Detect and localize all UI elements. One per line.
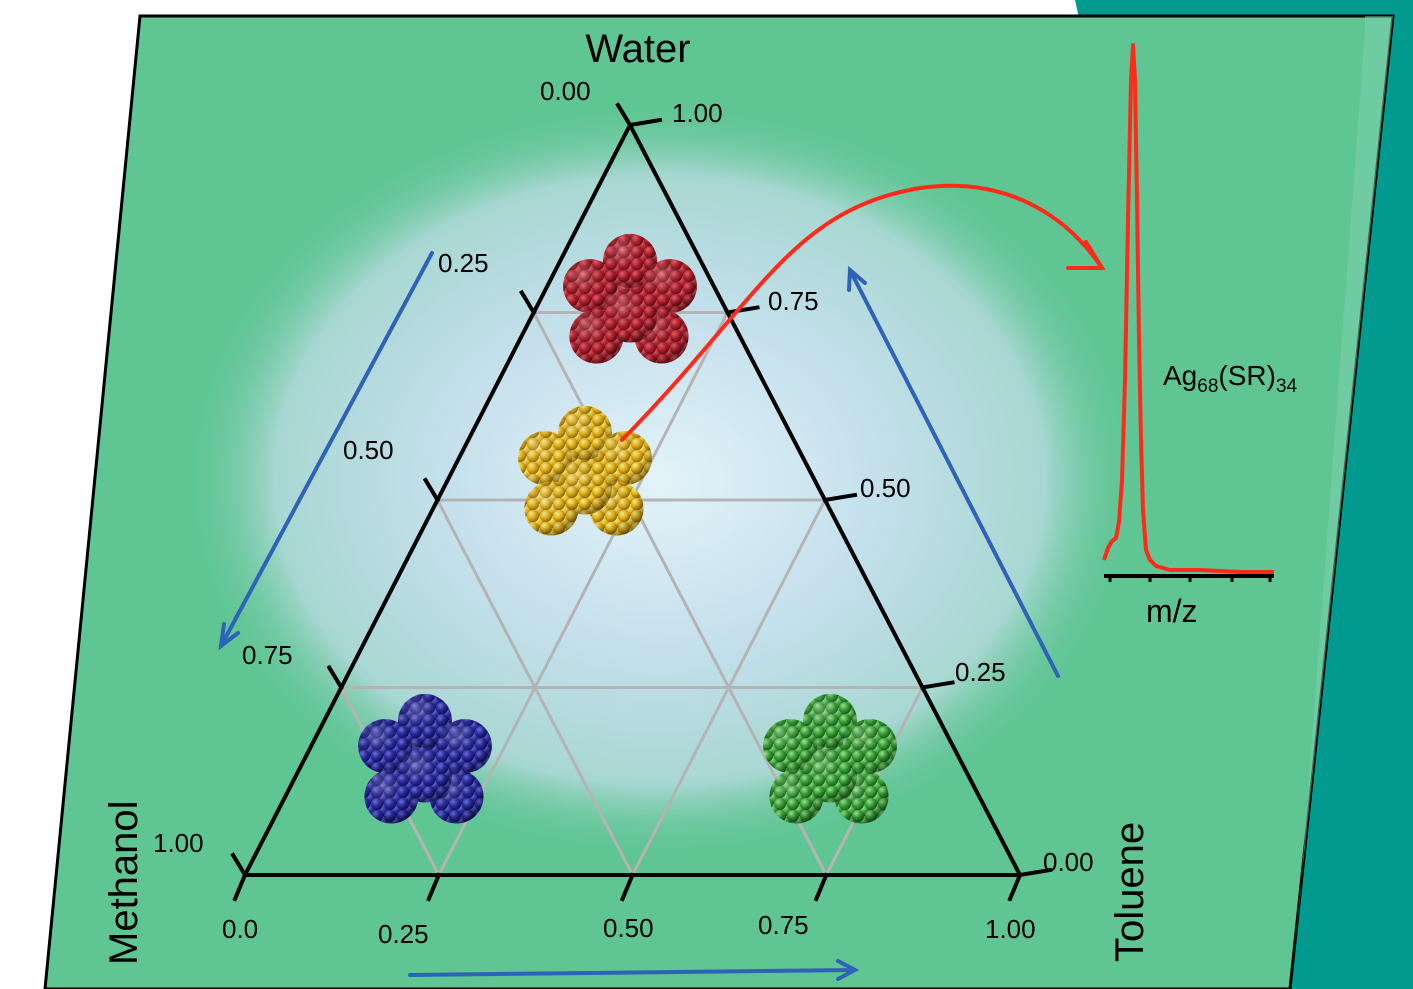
blob-shading	[558, 405, 612, 460]
curved-red-arrow	[620, 183, 1104, 442]
formula-element: Ag	[1163, 360, 1197, 391]
tick-mark	[422, 477, 441, 503]
blob-shading	[437, 719, 492, 774]
tick-mark	[326, 664, 344, 691]
tick-mark	[232, 872, 248, 902]
tick-mark	[1007, 872, 1023, 902]
tick-mark	[627, 117, 663, 128]
blob-shading	[398, 693, 452, 748]
blob-shading	[597, 431, 652, 486]
tick-mark	[920, 680, 955, 690]
tick-mark	[615, 102, 633, 128]
arrowhead	[836, 959, 860, 981]
tick-mark	[519, 289, 537, 316]
tick-mark	[1017, 867, 1053, 878]
toluene-tick-label: 0.75	[768, 286, 819, 316]
gold-cluster-image	[518, 405, 652, 536]
blob-shading	[642, 259, 697, 314]
methanol-tick-label: 1.00	[985, 914, 1036, 944]
mass-spectrum	[1102, 43, 1274, 582]
formula-subscript: 68	[1197, 376, 1218, 397]
toluene-axis-label: Toluene	[1108, 822, 1152, 962]
blob-shading	[803, 748, 857, 803]
water-tick-label: 0.75	[242, 640, 293, 670]
methanol-tick-label: 0.75	[758, 910, 809, 940]
tick-mark	[619, 872, 636, 902]
blue-arrows	[218, 251, 1060, 981]
red-arrowhead	[1066, 240, 1106, 270]
blob-shading	[803, 693, 857, 748]
water-tick-label: 0.00	[540, 76, 591, 106]
green-cluster-image	[763, 693, 897, 824]
arrowhead	[847, 265, 867, 292]
grid-line	[437, 311, 729, 876]
methanol-tick-label: 0.0	[222, 914, 258, 944]
blob-shading	[842, 719, 897, 774]
blob-shading	[763, 719, 818, 774]
formula-subscript: 34	[1276, 376, 1298, 397]
formula-ligand: (SR)	[1218, 360, 1276, 391]
species-formula: Ag68(SR)34	[1163, 360, 1298, 397]
tick-mark	[230, 852, 248, 878]
methanol-tick-label: 0.50	[603, 913, 654, 943]
toluene-tick-label: 1.00	[672, 98, 723, 128]
methanol-direction-arrow	[219, 251, 434, 648]
toluene-direction-arrow	[408, 968, 857, 977]
cluster-images	[358, 233, 897, 824]
spectrum-x-label: m/z	[1146, 593, 1198, 629]
water-tick-label: 0.25	[438, 248, 489, 278]
blob-shading	[603, 233, 657, 288]
center-glow	[180, 100, 1140, 860]
arrowhead	[218, 622, 240, 651]
blob-shading	[558, 460, 612, 515]
tick-mark	[426, 872, 442, 902]
blob-shading	[398, 748, 452, 803]
axis-ticks	[230, 102, 1053, 902]
selection-arrow	[620, 183, 1106, 442]
blob-shading	[603, 288, 657, 343]
blue-cluster-image	[358, 693, 492, 824]
tick-mark	[813, 872, 829, 902]
blob-shading	[518, 431, 573, 486]
red-cluster-image	[563, 233, 697, 364]
water-vertex-label: Water	[585, 27, 690, 71]
toluene-tick-label: 0.50	[860, 473, 911, 503]
water-tick-label: 1.00	[153, 828, 204, 858]
blob-shading	[563, 259, 618, 314]
panel-right-highlight	[1290, 16, 1393, 989]
spectrum-trace	[1102, 43, 1274, 574]
water-tick-label: 0.50	[343, 435, 394, 465]
toluene-tick-label: 0.25	[955, 657, 1006, 687]
blob-shading	[358, 719, 413, 774]
tick-mark	[822, 492, 858, 503]
toluene-tick-label: 0.00	[1043, 847, 1094, 877]
methanol-axis-label: Methanol	[102, 800, 146, 965]
tick-mark	[725, 305, 760, 315]
methanol-tick-label: 0.25	[378, 919, 429, 949]
water-direction-arrow	[848, 268, 1060, 678]
